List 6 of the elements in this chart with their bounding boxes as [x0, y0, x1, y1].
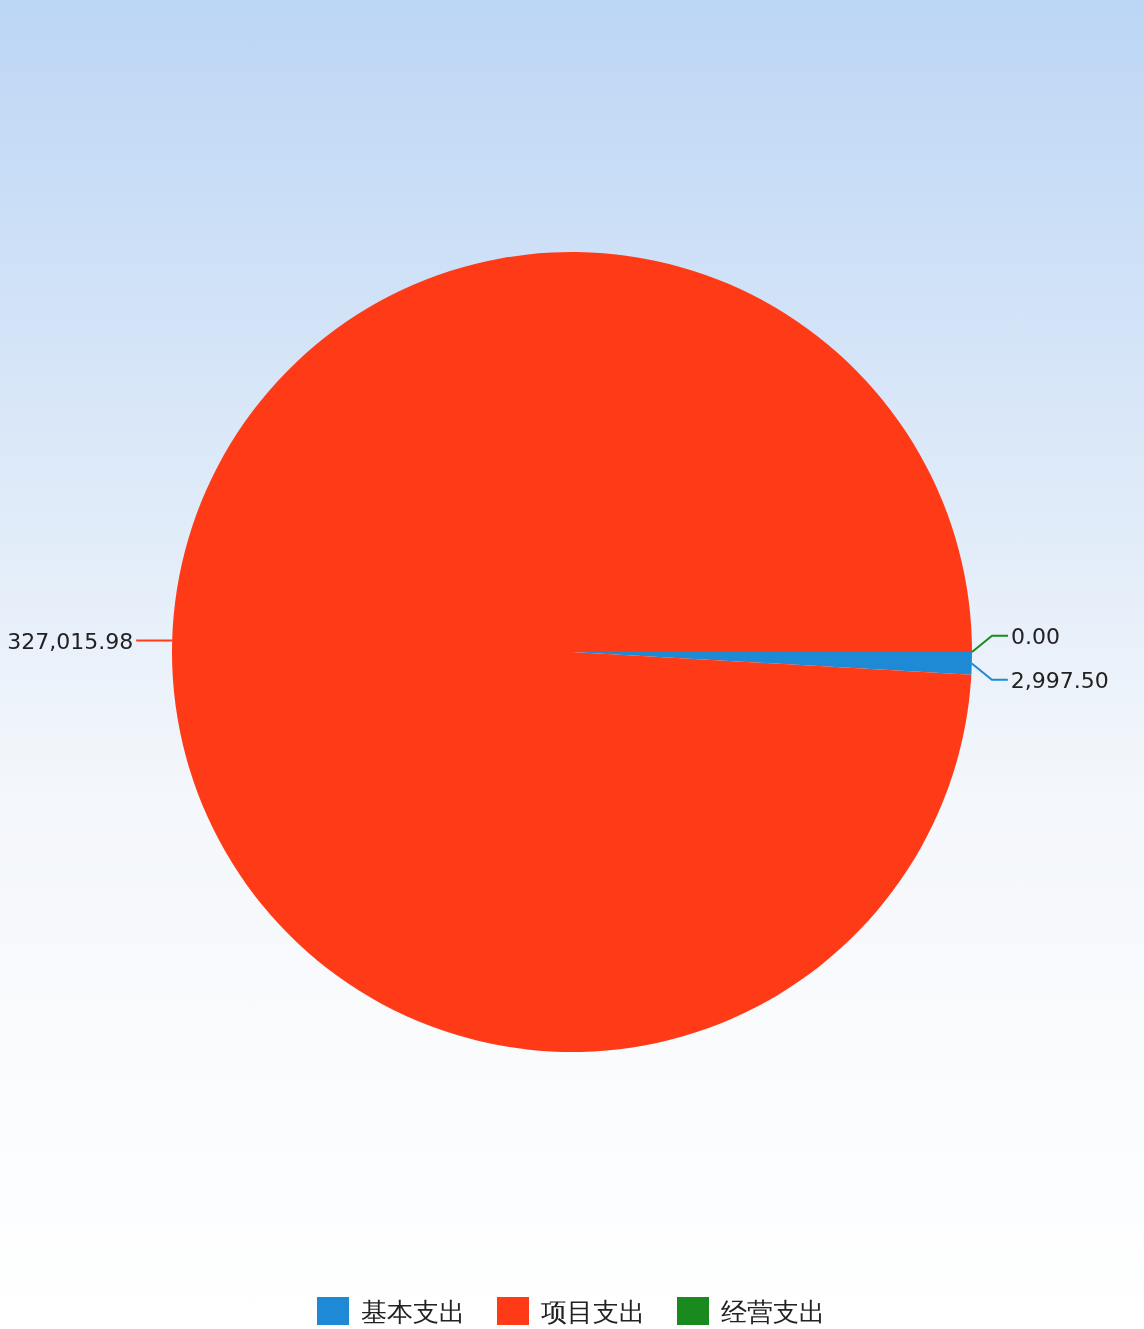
data-label: 2,997.50 — [1010, 667, 1109, 693]
text: 0.00 — [1011, 623, 1060, 649]
legend-label: 基本支出 — [361, 1297, 465, 1327]
data-label: 327,015.98 — [7, 628, 134, 654]
legend-label: 经营支出 — [721, 1297, 825, 1327]
legend-label: 项目支出 — [541, 1297, 645, 1327]
